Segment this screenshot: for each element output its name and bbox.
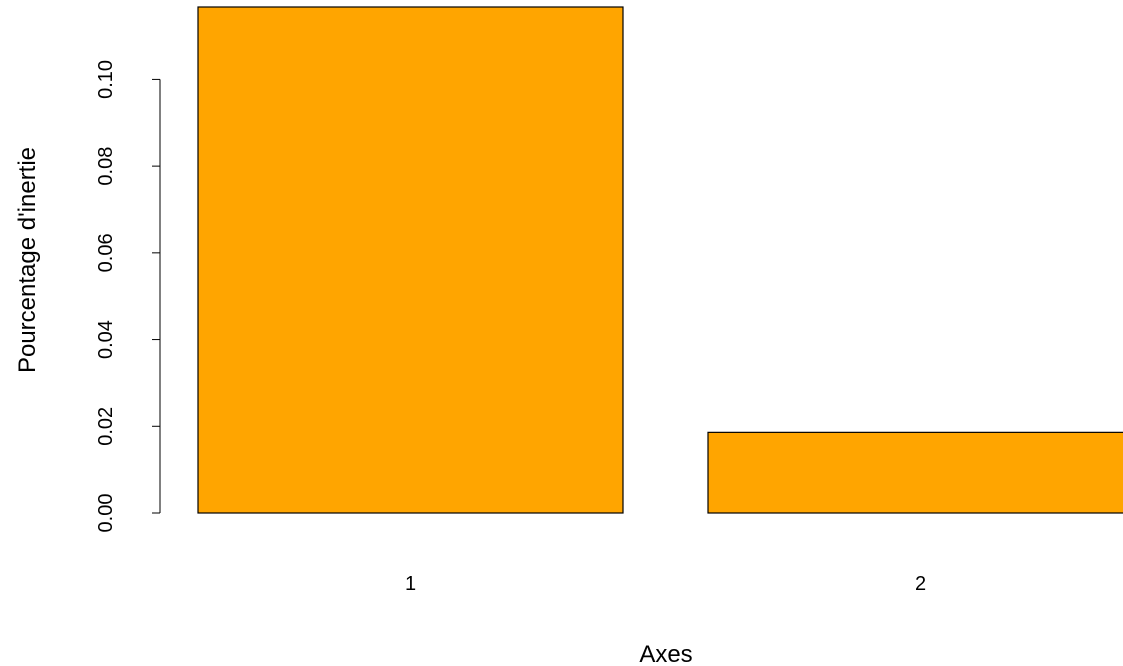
y-tick-label: 0.04 [95, 320, 117, 359]
y-tick-label: 0.02 [95, 407, 117, 446]
x-tick-label: 2 [915, 573, 926, 595]
x-axis-title: Axes [639, 641, 692, 666]
bar-2 [707, 431, 1123, 514]
x-tick-label: 1 [405, 573, 416, 595]
bars [197, 6, 1123, 514]
y-axis: 0.00 0.02 0.04 0.06 0.08 0.10 [95, 60, 161, 533]
bar-1 [197, 6, 624, 514]
y-tick-label: 0.08 [95, 147, 117, 186]
y-tick-label: 0.10 [95, 60, 117, 99]
y-tick-label: 0.06 [95, 233, 117, 272]
y-tick-label: 0.00 [95, 494, 117, 533]
y-axis-title: Pourcentage d'inertie [14, 147, 41, 373]
